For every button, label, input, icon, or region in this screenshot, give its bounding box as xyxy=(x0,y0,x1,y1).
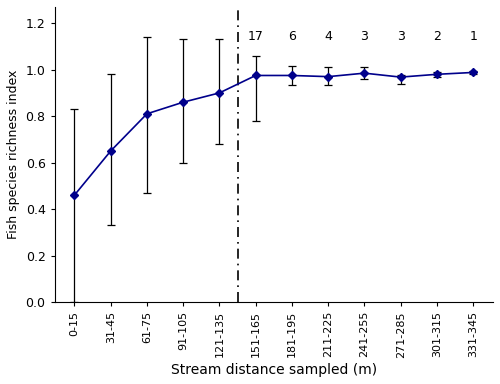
Text: 3: 3 xyxy=(360,30,368,43)
Text: 6: 6 xyxy=(288,30,296,43)
X-axis label: Stream distance sampled (m): Stream distance sampled (m) xyxy=(170,363,377,377)
Text: 4: 4 xyxy=(324,30,332,43)
Text: 2: 2 xyxy=(433,30,441,43)
Text: 1: 1 xyxy=(469,30,477,43)
Y-axis label: Fish species richness index: Fish species richness index xyxy=(7,70,20,239)
Text: 17: 17 xyxy=(248,30,264,43)
Text: 3: 3 xyxy=(396,30,404,43)
